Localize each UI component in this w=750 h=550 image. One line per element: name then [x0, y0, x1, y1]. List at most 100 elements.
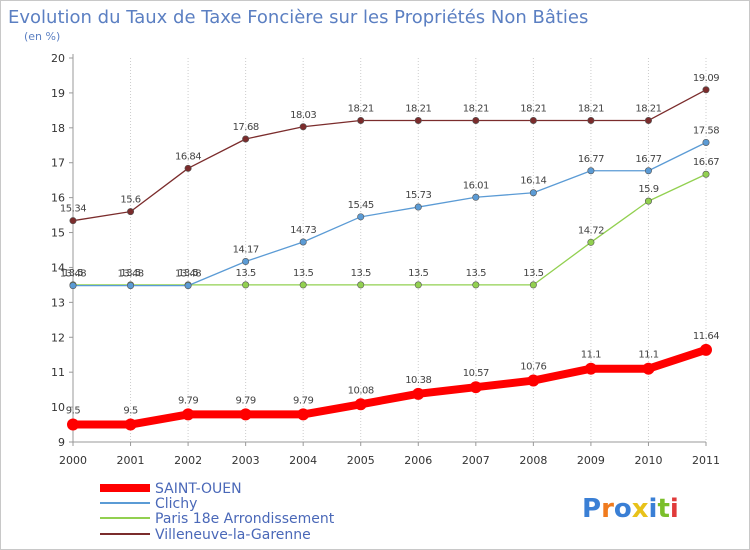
data-point: [527, 374, 540, 387]
data-label: 13.5: [236, 268, 256, 279]
y-tick-label: 17: [51, 157, 65, 170]
data-point: [127, 208, 135, 216]
data-label: 18.03: [290, 110, 316, 121]
data-label: 10.57: [463, 368, 489, 379]
data-point: [529, 281, 537, 289]
data-point: [299, 238, 307, 246]
data-label: 14.73: [290, 225, 316, 236]
data-point: [184, 164, 192, 172]
x-tick-label: 2002: [174, 454, 202, 467]
data-point: [472, 281, 480, 289]
data-point: [239, 408, 252, 421]
data-point: [297, 408, 310, 421]
series-1: 13.48 13.48 13.48 14.17 14.73 15.45 15.73 16.01…: [60, 125, 720, 290]
data-label: 13.5: [351, 268, 371, 279]
data-label: 13.5: [178, 268, 198, 279]
data-label: 17.58: [693, 125, 719, 136]
data-label: 17.68: [233, 122, 259, 133]
data-point: [414, 281, 422, 289]
data-label: 14.72: [578, 225, 604, 236]
y-tick-label: 16: [51, 192, 65, 205]
data-label: 9.5: [66, 406, 81, 417]
data-point: [184, 282, 192, 290]
data-point: [67, 418, 79, 431]
data-label: 13.5: [63, 268, 83, 279]
data-label: 15.73: [405, 190, 431, 201]
data-label: 16.77: [578, 154, 604, 165]
data-point: [529, 116, 537, 124]
series-line: [72, 173, 707, 286]
data-label: 14.17: [233, 245, 259, 256]
data-label: 10.08: [348, 385, 374, 396]
data-label: 9.79: [236, 395, 256, 406]
data-label: 13.5: [408, 268, 428, 279]
data-label: 15.45: [348, 200, 374, 211]
y-tick-label: 12: [51, 331, 65, 344]
data-label: 16.01: [463, 180, 489, 191]
y-tick-label: 18: [51, 122, 65, 135]
data-label: 13.5: [293, 268, 313, 279]
x-tick-label: 2008: [519, 454, 547, 467]
data-label: 16.77: [635, 154, 661, 165]
data-point: [242, 258, 250, 266]
series-layer: 15.34 15.6 16.84 17.68 18.03 18.21 18.21 18.21 1…: [60, 73, 720, 431]
data-label: 19.09: [693, 73, 719, 84]
data-point: [702, 170, 710, 178]
y-tick-label: 15: [51, 227, 65, 240]
series-line: [69, 345, 710, 429]
x-tick-label: 2007: [462, 454, 490, 467]
data-point: [127, 282, 135, 290]
data-label: 13.48: [175, 269, 201, 280]
x-tick-label: 2001: [117, 454, 145, 467]
x-tick-label: 2005: [347, 454, 375, 467]
data-label: 13.48: [117, 269, 143, 280]
data-label: 10.76: [520, 362, 546, 373]
data-point: [414, 116, 422, 124]
data-point: [702, 138, 710, 146]
data-label: 9.79: [178, 395, 198, 406]
axes: 9 10 11 12 13 14 15 16 17 18 19 20 2000 2001 2002 2003 2…: [51, 52, 720, 467]
data-label: 13.48: [60, 269, 86, 280]
y-tick-label: 20: [51, 52, 65, 65]
data-point: [587, 167, 595, 175]
data-label: 15.9: [638, 184, 658, 195]
data-label: 11.1: [581, 350, 601, 361]
data-point: [644, 116, 652, 124]
data-point: [299, 281, 307, 289]
x-tick-label: 2004: [289, 454, 317, 467]
data-point: [584, 362, 597, 375]
y-tick-label: 11: [51, 366, 65, 379]
data-point: [472, 116, 480, 124]
data-point: [700, 343, 712, 356]
legend-label: Clichy: [155, 496, 197, 512]
data-point: [529, 189, 537, 197]
data-label: 11.64: [693, 331, 719, 342]
data-point: [124, 418, 137, 431]
series-line: [72, 141, 707, 287]
data-point: [414, 203, 422, 211]
data-point: [69, 282, 77, 290]
data-label: 18.21: [520, 103, 546, 114]
legend-label: Paris 18e Arrondissement: [155, 511, 335, 527]
data-label: 16.14: [520, 176, 546, 187]
proxiti-logo: Proxiti: [582, 494, 679, 524]
data-point: [587, 116, 595, 124]
series-line: [72, 89, 707, 222]
y-tick-label: 19: [51, 87, 65, 100]
data-label: 11.1: [638, 350, 658, 361]
legend-label: Villeneuve-la-Garenne: [155, 527, 311, 543]
data-point: [642, 362, 655, 375]
y-tick-label: 10: [51, 401, 65, 414]
data-label: 9.79: [293, 395, 313, 406]
y-tick-label: 14: [51, 261, 65, 274]
data-point: [644, 167, 652, 175]
data-label: 18.21: [635, 103, 661, 114]
data-point: [182, 408, 195, 421]
data-point: [587, 238, 595, 246]
chart-title: Evolution du Taux de Taxe Foncière sur l…: [8, 7, 588, 28]
data-label: 13.5: [120, 268, 140, 279]
data-label: 16.67: [693, 157, 719, 168]
series-2: 13.5 13.5 13.5 13.5 13.5 13.5 13.5 13.5 13.5 14.7…: [63, 157, 720, 289]
data-point: [472, 193, 480, 201]
